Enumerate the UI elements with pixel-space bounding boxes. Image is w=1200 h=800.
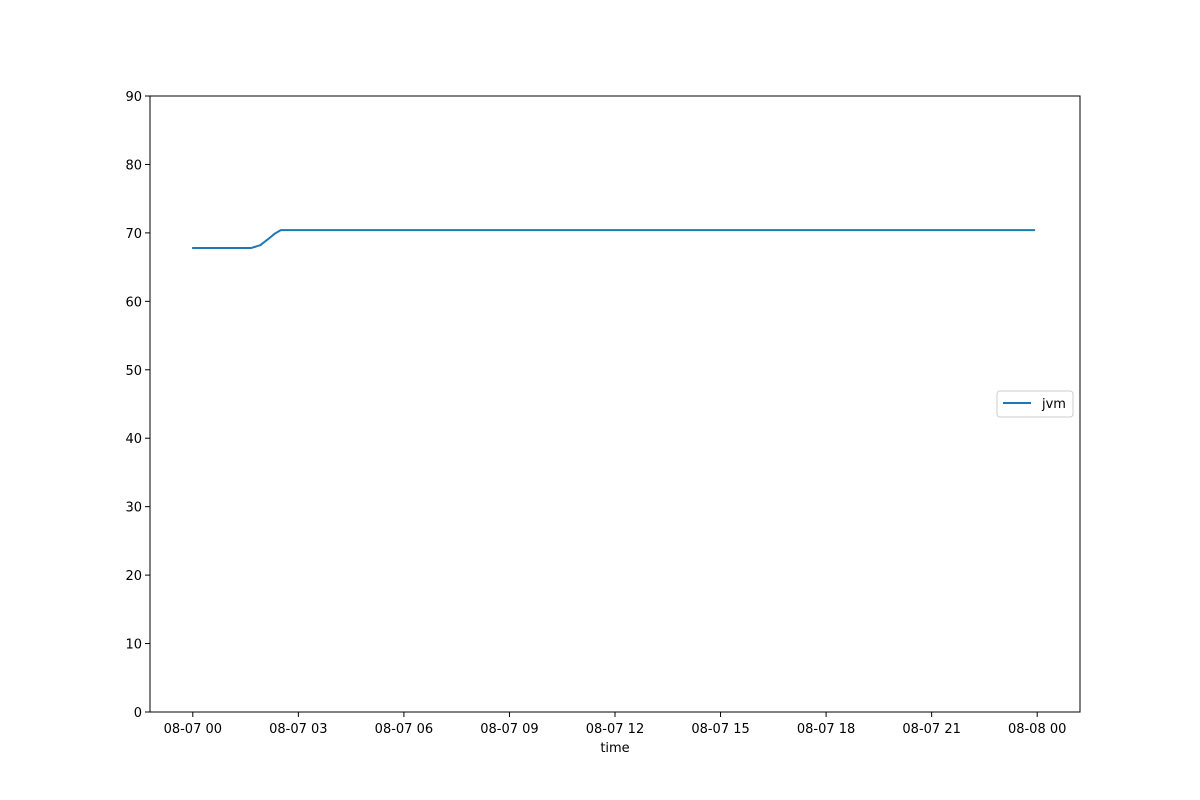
y-tick-label: 50 bbox=[125, 364, 142, 379]
legend-box bbox=[996, 390, 1074, 418]
x-tick-label: 08-07 18 bbox=[797, 722, 855, 737]
x-tick-label: 08-07 15 bbox=[691, 722, 749, 737]
y-tick-label: 0 bbox=[134, 706, 142, 721]
legend: jvm bbox=[996, 390, 1074, 418]
x-axis: 08-07 00 08-07 03 08-07 06 08-07 09 08-07 12… bbox=[164, 712, 1066, 737]
plot-area bbox=[150, 96, 1080, 712]
x-tick-label: 08-08 00 bbox=[1008, 722, 1066, 737]
x-tick-label: 08-07 00 bbox=[164, 722, 222, 737]
y-tick-label: 10 bbox=[125, 638, 142, 653]
y-axis: 0 10 20 30 40 50 60 70 80 90 bbox=[125, 90, 150, 721]
x-tick-label: 08-07 09 bbox=[480, 722, 538, 737]
y-tick-label: 70 bbox=[125, 227, 142, 242]
y-tick-label: 90 bbox=[125, 90, 142, 105]
x-tick-label: 08-07 03 bbox=[269, 722, 327, 737]
series-line-jvm bbox=[191, 229, 1036, 249]
series-layer bbox=[191, 229, 1036, 249]
x-tick-label: 08-07 12 bbox=[586, 722, 644, 737]
x-axis-label: time bbox=[600, 741, 629, 756]
y-tick-label: 30 bbox=[125, 501, 142, 516]
x-tick-label: 08-07 21 bbox=[902, 722, 960, 737]
x-tick-label: 08-07 06 bbox=[375, 722, 433, 737]
y-tick-label: 20 bbox=[125, 569, 142, 584]
legend-label-jvm: jvm bbox=[1041, 397, 1066, 412]
y-tick-label: 40 bbox=[125, 432, 142, 447]
y-tick-label: 80 bbox=[125, 158, 142, 173]
y-tick-label: 60 bbox=[125, 295, 142, 310]
